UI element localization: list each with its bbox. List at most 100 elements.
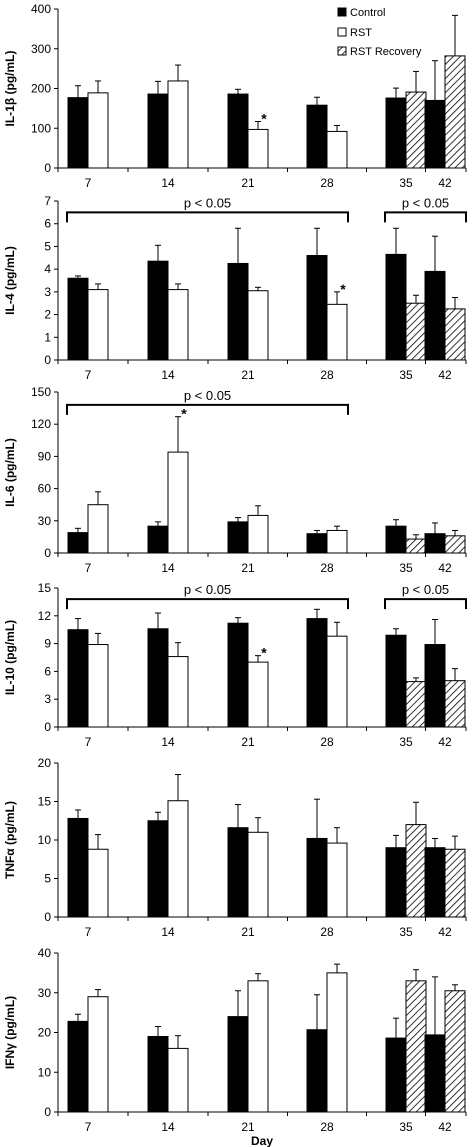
chart-panel-3: IL-6 (pg/mL) 0 30 60 90 120 150 7 14 21 28 35 42 * p <… bbox=[3, 385, 467, 575]
significance-bracket bbox=[66, 598, 349, 610]
x-tick-label: 42 bbox=[438, 176, 452, 190]
legend-swatch-rst bbox=[337, 27, 347, 37]
bar-control bbox=[424, 270, 446, 361]
y-tick-label: 15 bbox=[38, 581, 52, 595]
legend-label-rst-recovery: RST Recovery bbox=[350, 46, 422, 58]
bar-rst-recovery bbox=[444, 535, 466, 554]
y-tick-label: 10 bbox=[38, 1065, 52, 1079]
x-tick-label: 21 bbox=[241, 925, 255, 939]
bar-rst-recovery bbox=[444, 848, 466, 918]
x-tick-label: 14 bbox=[161, 925, 175, 939]
x-tick-label: 21 bbox=[241, 561, 255, 575]
x-tick-label: 14 bbox=[161, 176, 175, 190]
x-tick-label: 28 bbox=[320, 561, 334, 575]
significance-bracket bbox=[66, 403, 349, 415]
x-tick-label: 21 bbox=[241, 368, 255, 382]
x-tick-label: 42 bbox=[438, 925, 452, 939]
x-tick-label: 35 bbox=[399, 176, 413, 190]
chart-panel-5: TNFα (pg/mL) 0 5 10 15 20 7 14 21 28 35 42 bbox=[3, 756, 467, 939]
y-tick-label: 15 bbox=[38, 795, 52, 809]
bar-rst bbox=[167, 80, 189, 169]
significance-star: * bbox=[340, 281, 346, 297]
x-tick-label: 35 bbox=[399, 1120, 413, 1134]
x-tick-label: 42 bbox=[438, 735, 452, 749]
x-tick-label: 35 bbox=[399, 368, 413, 382]
bar-rst-recovery bbox=[444, 680, 466, 728]
bar-rst bbox=[87, 504, 109, 554]
y-tick-label: 3 bbox=[44, 285, 51, 299]
bar-rst bbox=[247, 980, 269, 1113]
bar-rst bbox=[326, 130, 348, 169]
x-tick-label: 42 bbox=[438, 561, 452, 575]
bar-control bbox=[227, 93, 249, 169]
x-tick-label: 42 bbox=[438, 1120, 452, 1134]
x-tick-label: 14 bbox=[161, 368, 175, 382]
bar-rst-recovery bbox=[405, 91, 427, 169]
y-tick-label: 120 bbox=[31, 417, 51, 431]
x-tick-label: 28 bbox=[320, 1120, 334, 1134]
x-tick-label: 7 bbox=[85, 1120, 92, 1134]
bar-control bbox=[306, 1029, 328, 1113]
bar-control bbox=[67, 817, 89, 918]
y-tick-label: 300 bbox=[31, 42, 51, 56]
y-tick-label: 0 bbox=[44, 910, 51, 924]
bar-rst-recovery bbox=[405, 681, 427, 728]
significance-label: p < 0.05 bbox=[402, 582, 449, 597]
x-tick-label: 14 bbox=[161, 1120, 175, 1134]
y-tick-label: 4 bbox=[44, 262, 51, 276]
bar-control bbox=[424, 99, 446, 169]
bar-control bbox=[385, 847, 407, 918]
bar-rst bbox=[167, 800, 189, 918]
y-axis-title: IFNγ (pg/mL) bbox=[3, 996, 17, 1069]
bar-rst bbox=[326, 842, 348, 918]
bar-rst-recovery bbox=[405, 824, 427, 918]
x-tick-label: 28 bbox=[320, 735, 334, 749]
x-tick-label: 7 bbox=[85, 176, 92, 190]
bar-control bbox=[306, 533, 328, 554]
bar-rst-recovery bbox=[405, 980, 427, 1113]
bar-rst bbox=[326, 972, 348, 1113]
x-tick-label: 35 bbox=[399, 925, 413, 939]
bar-control bbox=[385, 97, 407, 169]
bar-rst bbox=[326, 529, 348, 554]
bar-rst bbox=[247, 831, 269, 918]
y-axis-title: IL-1β (pg/mL) bbox=[3, 51, 17, 127]
y-tick-label: 30 bbox=[38, 986, 52, 1000]
y-tick-label: 5 bbox=[44, 239, 51, 253]
bar-control bbox=[67, 97, 89, 169]
x-tick-label: 14 bbox=[161, 561, 175, 575]
bar-control bbox=[424, 847, 446, 918]
significance-bracket bbox=[384, 598, 467, 610]
y-tick-label: 0 bbox=[44, 720, 51, 734]
bar-control bbox=[67, 629, 89, 728]
y-tick-label: 20 bbox=[38, 1026, 52, 1040]
legend-label-control: Control bbox=[350, 7, 385, 19]
bar-rst bbox=[167, 289, 189, 361]
bar-rst bbox=[247, 290, 269, 361]
y-axis-title: IL-10 (pg/mL) bbox=[3, 620, 17, 695]
bar-control bbox=[306, 618, 328, 728]
y-tick-label: 100 bbox=[31, 121, 51, 135]
y-tick-label: 40 bbox=[38, 946, 52, 960]
x-tick-label: 28 bbox=[320, 176, 334, 190]
y-tick-label: 2 bbox=[44, 308, 51, 322]
y-tick-label: 3 bbox=[44, 692, 51, 706]
y-tick-label: 5 bbox=[44, 872, 51, 886]
significance-star: * bbox=[261, 110, 267, 126]
significance-bracket bbox=[66, 211, 349, 223]
bar-rst-recovery bbox=[444, 308, 466, 361]
bar-control bbox=[67, 1020, 89, 1113]
bar-rst bbox=[247, 514, 269, 554]
bar-control bbox=[227, 827, 249, 918]
bar-control bbox=[306, 837, 328, 918]
x-tick-label: 7 bbox=[85, 561, 92, 575]
bar-rst bbox=[87, 92, 109, 169]
bar-rst bbox=[167, 1047, 189, 1113]
bar-rst bbox=[87, 289, 109, 361]
x-tick-label: 35 bbox=[399, 561, 413, 575]
bar-control bbox=[147, 628, 169, 728]
significance-star: * bbox=[261, 645, 267, 661]
y-tick-label: 90 bbox=[38, 449, 52, 463]
bar-control bbox=[227, 521, 249, 554]
bar-control bbox=[385, 525, 407, 554]
